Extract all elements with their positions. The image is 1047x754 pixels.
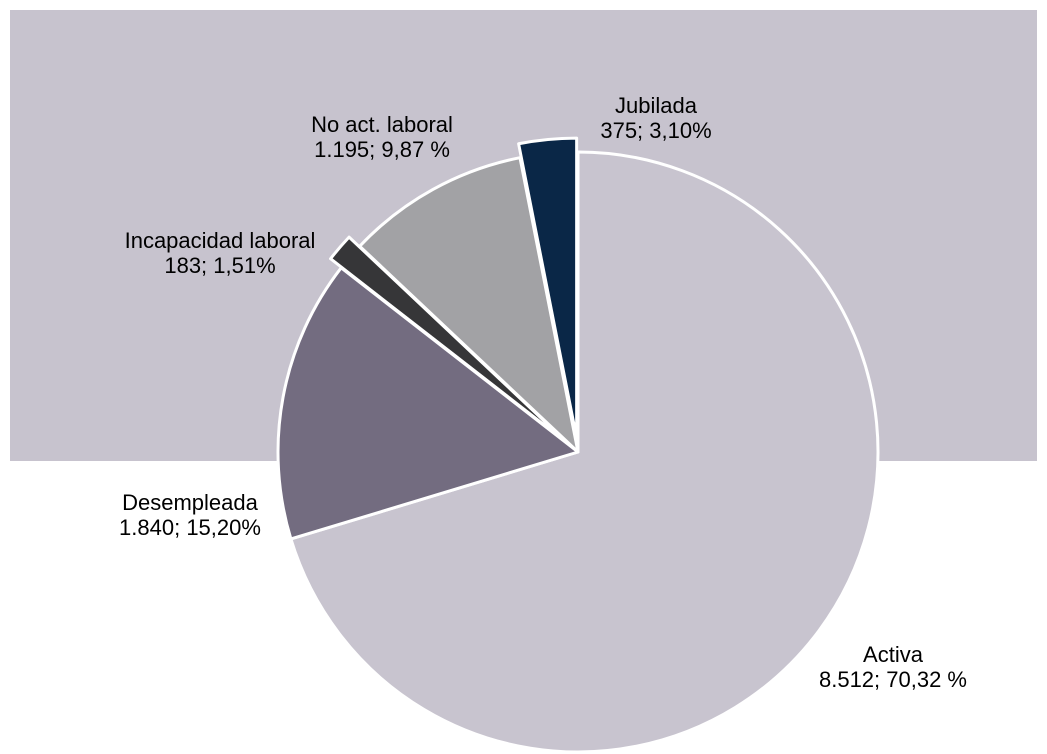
slice-label-name: Desempleada	[122, 490, 259, 515]
pie-slice-desempleada	[276, 266, 580, 541]
slice-label-jubilada: Jubilada 375; 3,10%	[600, 93, 711, 143]
pie-slice-incapacidad-laboral	[329, 235, 569, 445]
slice-label-value: 375; 3,10%	[600, 118, 711, 143]
slice-label-desempleada: Desempleada 1.840; 15,20%	[119, 490, 261, 540]
slice-label-value: 8.512; 70,32 %	[819, 667, 967, 692]
slice-label-name: No act. laboral	[311, 112, 453, 137]
slice-label-value: 1.195; 9,87 %	[314, 137, 450, 162]
pie-slices	[276, 136, 880, 754]
slice-label-name: Jubilada	[615, 93, 698, 118]
slice-label-incapacidad-laboral: Incapacidad laboral 183; 1,51%	[125, 228, 316, 278]
slice-label-no-act-laboral: No act. laboral 1.195; 9,87 %	[311, 112, 453, 162]
pie-labels: Activa 8.512; 70,32 % Desempleada 1.840; 15…	[119, 93, 967, 692]
slice-label-name: Incapacidad laboral	[125, 228, 316, 253]
slice-label-activa: Activa 8.512; 70,32 %	[819, 642, 967, 692]
pie-slice-activa	[289, 150, 880, 754]
pie-slice-no-act-laboral	[358, 156, 580, 454]
slice-label-value: 1.840; 15,20%	[119, 515, 261, 540]
pie-slice-jubilada	[517, 136, 579, 440]
slice-label-name: Activa	[863, 642, 924, 667]
slice-label-value: 183; 1,51%	[164, 253, 275, 278]
